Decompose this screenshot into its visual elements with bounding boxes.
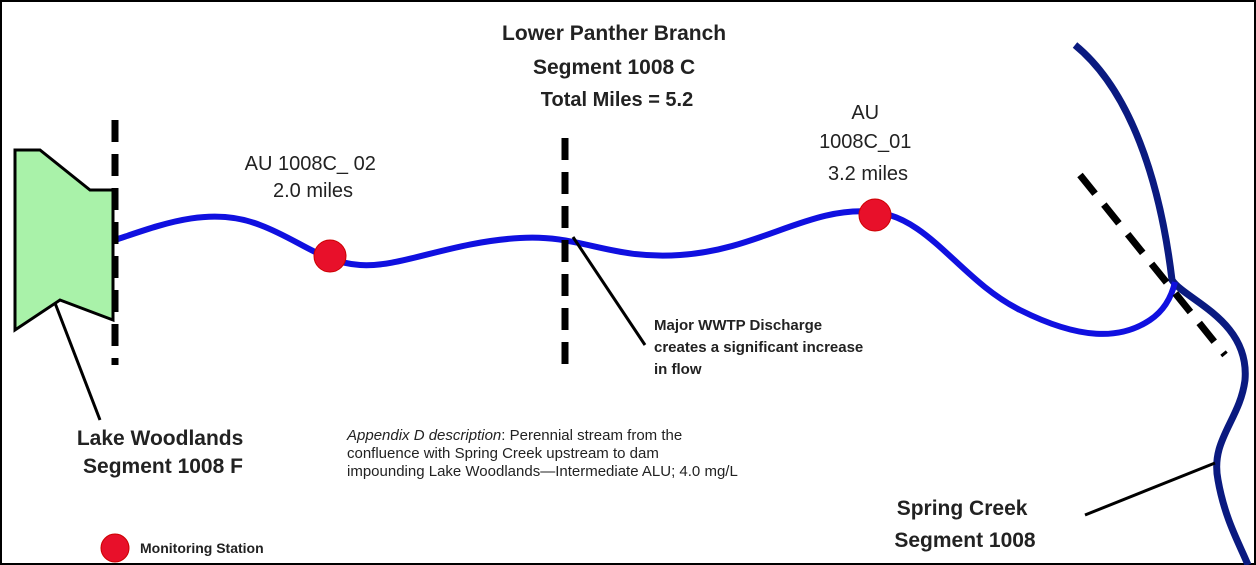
lake-label: Lake Woodlands Segment 1008 F bbox=[77, 427, 249, 478]
note-line: Major WWTP Discharge bbox=[654, 317, 822, 334]
lake-line: Segment 1008 F bbox=[83, 455, 243, 478]
monitoring-station bbox=[313, 239, 347, 273]
pointer bbox=[1084, 461, 1216, 517]
lake bbox=[13, 148, 115, 333]
wwtp-note: Major WWTP Discharge creates a significa… bbox=[654, 317, 867, 378]
legend-marker bbox=[100, 533, 130, 563]
au-01: AU 1008C_01 3.2 miles bbox=[819, 102, 917, 185]
boundary bbox=[1077, 172, 1228, 358]
note-line: in flow bbox=[654, 361, 702, 378]
spring-line: Spring Creek bbox=[897, 497, 1028, 520]
pointer bbox=[571, 236, 647, 346]
stream bbox=[114, 208, 1178, 337]
title: Lower Panther Branch Segment 1008 C Tota… bbox=[502, 22, 732, 111]
appendix-line: confluence with Spring Creek upstream to… bbox=[347, 445, 659, 462]
spring-creek bbox=[1072, 42, 1252, 565]
title-line: Lower Panther Branch bbox=[502, 22, 726, 45]
au-line: 2.0 miles bbox=[273, 180, 353, 202]
au-line: 3.2 miles bbox=[828, 163, 908, 185]
spring-creek-label: Spring Creek Segment 1008 bbox=[894, 497, 1036, 552]
spring-line: Segment 1008 bbox=[894, 529, 1036, 552]
title-line: Total Miles = 5.2 bbox=[541, 89, 693, 111]
au-02: AU 1008C_ 02 2.0 miles bbox=[245, 153, 382, 202]
lake-line: Lake Woodlands bbox=[77, 427, 243, 450]
au-line: AU 1008C_ 02 bbox=[245, 153, 376, 175]
pointer bbox=[53, 302, 102, 421]
monitoring-station bbox=[858, 198, 892, 232]
legend-label: Monitoring Station bbox=[140, 540, 264, 556]
au-line: AU bbox=[851, 102, 879, 124]
appendix-label: Appendix D description bbox=[346, 427, 501, 444]
title-line: Segment 1008 C bbox=[533, 56, 695, 79]
au-line: 1008C_01 bbox=[819, 131, 911, 153]
appendix: Appendix D description: Perennial stream… bbox=[346, 427, 738, 480]
appendix-line: impounding Lake Woodlands—Intermediate A… bbox=[347, 463, 738, 480]
appendix-line: : Perennial stream from the bbox=[501, 427, 682, 444]
note-line: creates a significant increase bbox=[654, 339, 863, 356]
